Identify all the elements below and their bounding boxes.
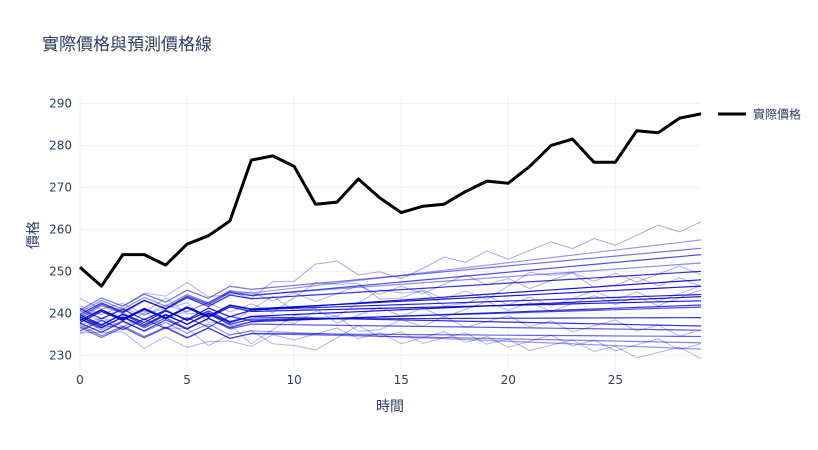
- y-axis-title: 價格: [25, 221, 42, 249]
- x-tick-label-4: 20: [501, 373, 516, 387]
- actual-price-line: [79, 112, 702, 288]
- prediction-line-6: [79, 313, 702, 326]
- prediction-line-3: [79, 270, 702, 315]
- noisy-prediction-line-4: [79, 271, 702, 320]
- x-axis-ticks: 0 5 10 15 20 25: [76, 373, 623, 387]
- prediction-line-1: [79, 254, 702, 317]
- y-tick-label-2: 250: [49, 264, 72, 278]
- x-tick-label-2: 10: [286, 373, 301, 387]
- y-tick-label-3: 260: [49, 222, 72, 236]
- prediction-line-8: [79, 307, 702, 327]
- y-tick-label-5: 280: [49, 138, 72, 152]
- noisy-prediction-line-7: [79, 285, 702, 328]
- y-tick-label-0: 230: [49, 348, 72, 362]
- noisy-prediction-line-6: [79, 265, 702, 316]
- y-tick-label-4: 270: [49, 180, 72, 194]
- noisy-prediction-line-5: [79, 327, 702, 352]
- prediction-line-14: [79, 316, 702, 331]
- grid-lines: [79, 95, 701, 368]
- prediction-line-12: [79, 324, 702, 344]
- x-tick-label-0: 0: [76, 373, 84, 387]
- actual-price-line-group: [79, 112, 702, 288]
- legend-label-actual: 實際價格: [753, 107, 801, 122]
- prediction-line-11: [79, 300, 702, 322]
- x-axis-title: 時間: [376, 399, 404, 415]
- prediction-lines: [79, 221, 702, 360]
- y-axis-ticks: 230 240 250 260 270 280 290: [49, 96, 72, 362]
- prediction-line-15: [79, 239, 702, 319]
- y-tick-label-1: 240: [49, 306, 72, 320]
- noisy-prediction-line-2: [79, 289, 702, 335]
- prediction-line-16: [79, 318, 702, 350]
- x-tick-label-5: 25: [608, 373, 623, 387]
- x-tick-label-1: 5: [183, 373, 191, 387]
- prediction-line-13: [79, 262, 702, 313]
- prediction-line-9: [79, 247, 702, 311]
- x-tick-label-3: 15: [394, 373, 409, 387]
- prediction-line-0: [79, 279, 702, 327]
- y-tick-label-6: 290: [49, 96, 72, 110]
- chart-title: 實際價格與預測價格線: [42, 35, 212, 55]
- prediction-line-17: [79, 293, 702, 322]
- noisy-prediction-line-3: [79, 297, 702, 345]
- noisy-prediction-line-0: [79, 221, 702, 329]
- prediction-line-10: [79, 326, 702, 339]
- noisy-prediction-line-1: [79, 309, 702, 360]
- legend[interactable]: 實際價格: [718, 107, 801, 122]
